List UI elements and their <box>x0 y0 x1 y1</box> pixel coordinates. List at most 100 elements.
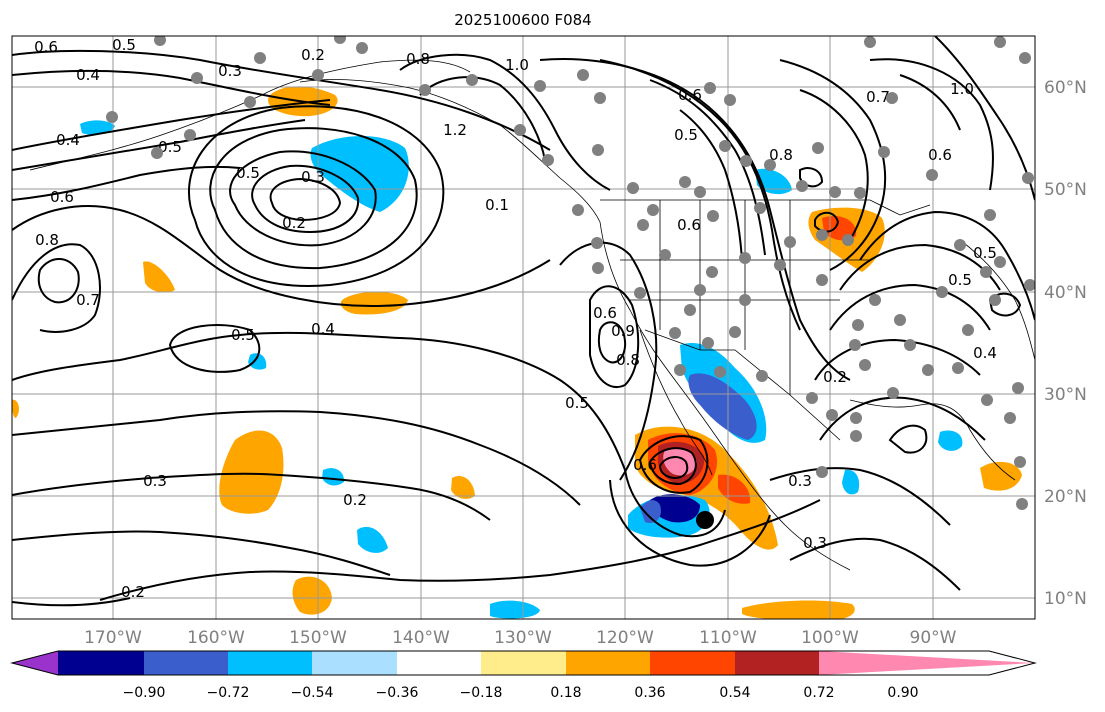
station-marker <box>334 36 346 44</box>
station-marker <box>312 69 324 81</box>
station-marker <box>1019 52 1031 64</box>
contour-label: 0.5 <box>973 244 997 262</box>
negative-anomaly-region <box>842 469 860 495</box>
station-marker <box>984 209 996 221</box>
colorbar-segment <box>481 651 566 675</box>
contour-line <box>859 210 1035 321</box>
contour-label: 0.2 <box>282 214 306 232</box>
contour-label: 0.6 <box>633 456 657 474</box>
contour-label: 0.8 <box>769 146 793 164</box>
contour-label: 0.1 <box>485 196 509 214</box>
contour-label: 0.2 <box>301 46 325 64</box>
station-marker <box>647 204 659 216</box>
contour-labels: 0.6 0.5 0.2 0.4 0.3 0.8 0.5 0.6 1.0 0.4 … <box>34 36 997 601</box>
contour-line <box>229 150 377 247</box>
station-marker <box>694 186 706 198</box>
station-marker <box>669 327 681 339</box>
station-marker <box>850 412 862 424</box>
contour-line <box>12 472 491 521</box>
lon-tick-label: 140°W <box>392 628 450 648</box>
station-marker <box>954 239 966 251</box>
positive-anomaly-region <box>143 261 175 293</box>
contour-line <box>779 59 887 271</box>
contour-line <box>209 127 418 270</box>
contour-label: 0.7 <box>866 88 890 106</box>
station-marker <box>774 259 786 271</box>
contour-label: 0.2 <box>343 491 367 509</box>
station-marker <box>886 92 898 104</box>
contour-label: 0.3 <box>218 62 242 80</box>
station-marker <box>572 204 584 216</box>
contour-line <box>899 74 961 131</box>
contour-label: 0.7 <box>76 291 100 309</box>
station-marker <box>989 294 1001 306</box>
colorbar-segment <box>312 651 397 675</box>
contour-line <box>769 467 951 526</box>
station-marker <box>191 72 203 84</box>
colorbar-tick-label: −0.36 <box>376 685 419 701</box>
station-marker <box>829 186 841 198</box>
station-marker <box>577 69 589 81</box>
station-marker <box>679 176 691 188</box>
contour-line <box>648 447 697 486</box>
colorbar-tick-label: 0.90 <box>887 685 918 701</box>
contour-line <box>679 109 743 261</box>
contour-line <box>12 119 306 171</box>
station-marker <box>962 324 974 336</box>
station-marker <box>592 144 604 156</box>
gridlines <box>12 36 1035 619</box>
contour-label: 0.5 <box>231 326 255 344</box>
lon-tick-label: 100°W <box>801 628 859 648</box>
colorbar-segment <box>735 651 819 675</box>
contour-label: 0.6 <box>928 146 952 164</box>
station-marker <box>739 294 751 306</box>
station-marker <box>356 42 368 54</box>
station-marker <box>594 92 606 104</box>
contour-line <box>988 292 1022 317</box>
negative-anomaly-region <box>649 494 700 523</box>
station-marker <box>859 359 871 371</box>
contour-label: 0.5 <box>948 271 972 289</box>
station-marker <box>419 84 431 96</box>
colorbar-segment <box>650 651 735 675</box>
station-marker <box>1014 456 1026 468</box>
lat-tick-label: 10°N <box>1044 589 1087 609</box>
colorbar-segment <box>144 651 228 675</box>
station-marker <box>852 319 864 331</box>
negative-anomaly-region <box>80 120 115 135</box>
contour-line <box>819 396 986 441</box>
contour-line <box>597 321 626 364</box>
colorbar-extend-left <box>12 651 58 675</box>
station-marker <box>816 274 828 286</box>
coastline-west <box>559 177 851 571</box>
contour-label: 1.0 <box>505 56 529 74</box>
colorbar-tick-label: −0.72 <box>207 685 250 701</box>
contour-label: 0.3 <box>803 534 827 552</box>
contour-line <box>12 49 551 151</box>
coastline-alaska-south <box>299 79 561 179</box>
contour-line <box>609 479 771 567</box>
station-marker <box>1016 498 1028 510</box>
station-marker <box>694 284 706 296</box>
station-marker <box>704 82 716 94</box>
colorbar-extend-right <box>819 651 1035 675</box>
contour-line <box>269 177 342 222</box>
colorbar-segment <box>566 651 650 675</box>
negative-anomaly-region <box>688 373 757 440</box>
colorbar-tick-label: 0.54 <box>719 685 750 701</box>
contour-label: 0.2 <box>121 583 145 601</box>
station-markers <box>106 36 1035 510</box>
contour-label: 0.4 <box>76 66 100 84</box>
border-us-mexico <box>644 329 841 441</box>
station-marker <box>894 314 906 326</box>
colorbar-tick-label: −0.18 <box>460 685 503 701</box>
colorbar-tick-label: −0.54 <box>291 685 334 701</box>
station-marker <box>784 236 796 248</box>
station-marker <box>1022 172 1034 184</box>
contour-label: 0.6 <box>678 86 702 104</box>
station-marker <box>659 249 671 261</box>
colorbar-tick-label: 0.36 <box>634 685 665 701</box>
contour-line <box>12 530 391 576</box>
positive-anomaly-region <box>219 430 284 514</box>
station-marker <box>684 304 696 316</box>
